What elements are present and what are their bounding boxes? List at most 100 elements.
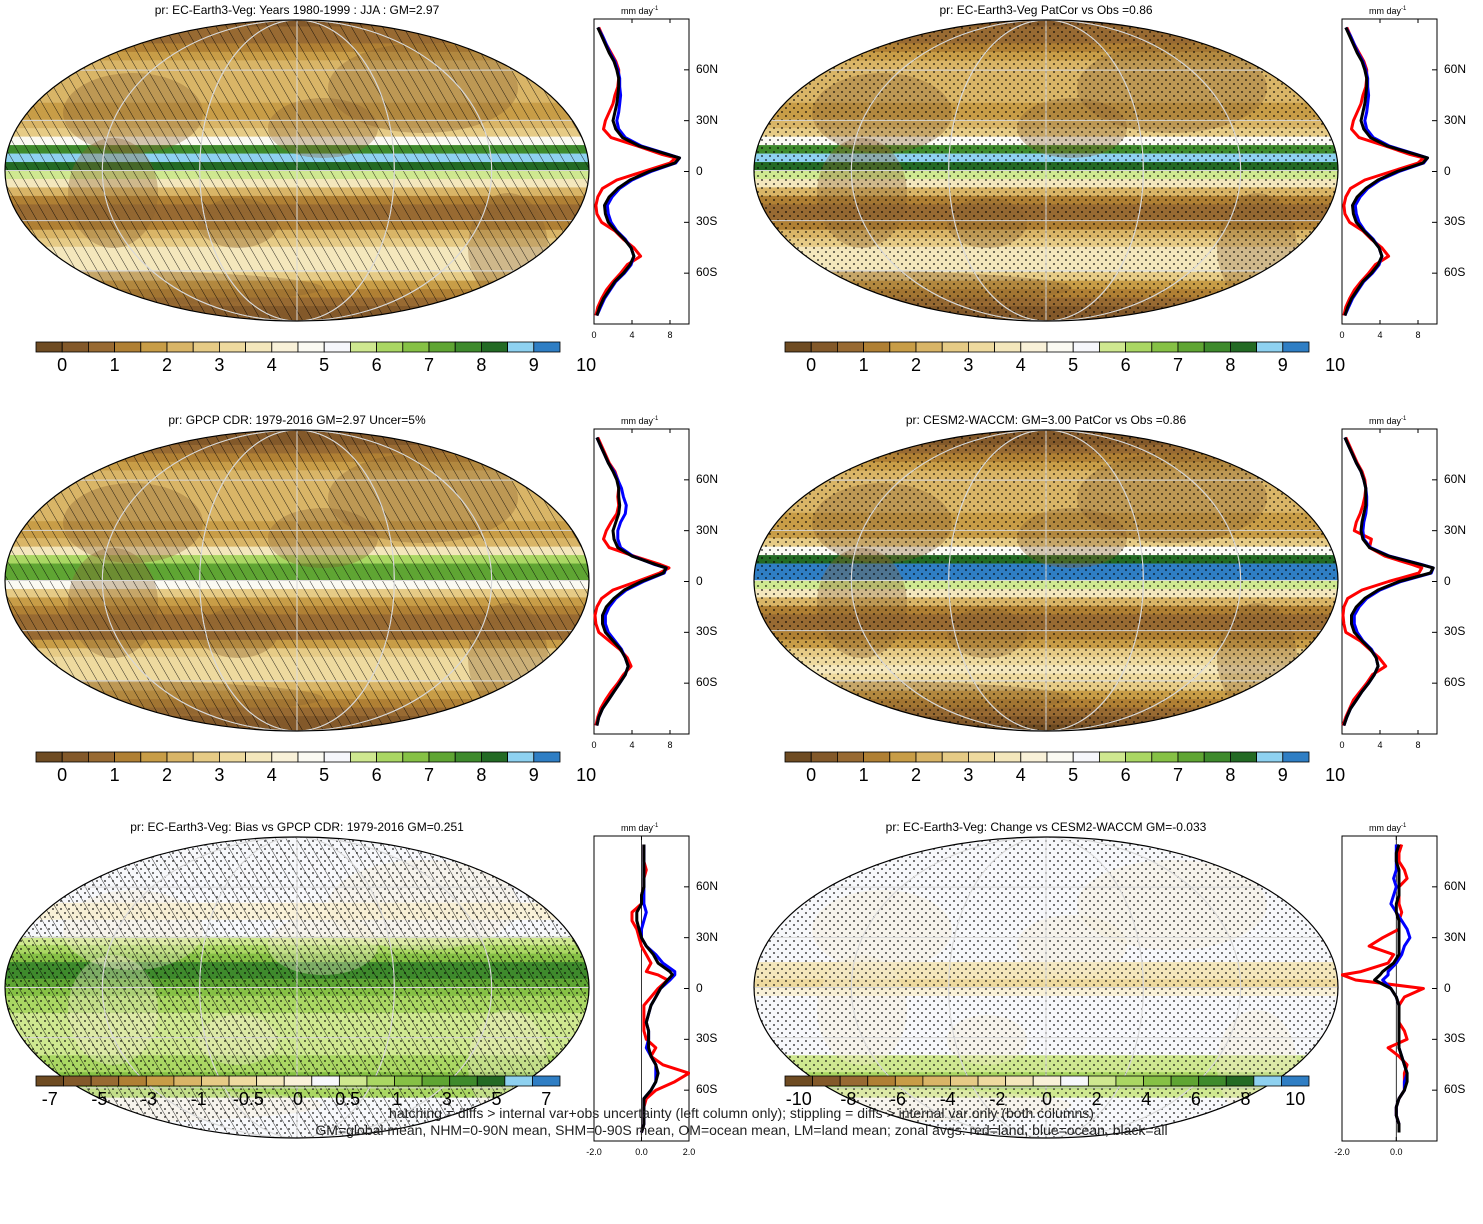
p3-map (4, 429, 590, 732)
p2-colorbar-label: 1 (858, 355, 869, 375)
p3-lat-label: 0 (696, 573, 703, 588)
p3-colorbar-label: 0 (57, 765, 68, 785)
p6-colorbar-label: -6 (890, 1089, 907, 1109)
p6-colorbar-box (922, 1075, 951, 1087)
p6-zonal-unit: mm day-1 (1369, 823, 1407, 833)
p2-map (753, 19, 1339, 322)
p3-colorbar-box (192, 751, 220, 763)
p1-colorbar-label: 5 (319, 355, 330, 375)
p4-colorbar-box (941, 751, 969, 763)
p3-graticule (5, 430, 589, 731)
p2-colorbar-label: 8 (1225, 355, 1236, 375)
p5-x-tick-label: 2.0 (682, 1147, 696, 1157)
p1-colorbar-label: 6 (371, 355, 382, 375)
p6-colorbar-box (812, 1075, 841, 1087)
p5-colorbar-label: 0.5 (335, 1089, 361, 1109)
p1-colorbar-box (218, 341, 246, 353)
p6-map (753, 836, 1339, 1139)
p1-colorbar-box (192, 341, 220, 353)
p5-colorbar-label: -0.5 (232, 1089, 264, 1109)
p6-colorbar-box (1087, 1075, 1117, 1087)
p4-lat-label: 60N (1444, 471, 1467, 486)
p1-colorbar-box (323, 341, 351, 353)
p3-zonal-line-all (595, 436, 668, 726)
p6-zonal-line-ocean (1381, 844, 1412, 1133)
p5-lat-label: 60S (696, 1082, 718, 1097)
p4-colorbar-box (915, 751, 943, 763)
p6-colorbar-box (839, 1075, 869, 1087)
p4-colorbar-box (1125, 751, 1153, 763)
p2-colorbar-box (863, 341, 891, 353)
p6-colorbar-box (1281, 1075, 1310, 1087)
p4-lat-label: 30S (1444, 624, 1466, 639)
p5-colorbar-box (476, 1075, 506, 1087)
p6-colorbar-label: -2 (989, 1089, 1006, 1109)
p3-lat-label: 30N (696, 522, 719, 537)
p5-colorbar-label: 7 (541, 1089, 552, 1109)
p6-colorbar-label: 4 (1141, 1089, 1152, 1109)
p4-graticule (754, 430, 1338, 731)
p5-colorbar-box (145, 1075, 175, 1087)
p4-colorbar-label: 9 (1277, 765, 1288, 785)
p6-colorbar-label: -10 (785, 1089, 812, 1109)
p5-lat-label: 60N (696, 878, 719, 893)
p3-colorbar-label: 3 (214, 765, 225, 785)
p4-colorbar-box (1020, 751, 1048, 763)
p4-colorbar-label: 4 (1015, 765, 1026, 785)
p5-colorbar (35, 1075, 561, 1087)
p4-colorbar-box (1282, 751, 1310, 763)
p3-colorbar (35, 751, 561, 763)
p3-colorbar-box (166, 751, 194, 763)
p5-zonal-unit: mm day-1 (621, 823, 659, 833)
p4-colorbar-label: 3 (963, 765, 974, 785)
p1-lat-label: 30N (696, 112, 719, 127)
p3-colorbar-box (140, 751, 168, 763)
p6-colorbar-label: 2 (1091, 1089, 1102, 1109)
p1-map (4, 19, 590, 322)
p4-colorbar-box (810, 751, 838, 763)
p4-map-border (753, 429, 1339, 732)
p1-colorbar-box (480, 341, 508, 353)
p5-colorbar-box (35, 1075, 64, 1087)
p3-colorbar-box (114, 751, 142, 763)
p3-colorbar-box (297, 751, 325, 763)
p3-lat-label: 30S (696, 624, 718, 639)
p2-colorbar-box (1203, 341, 1231, 353)
p5-colorbar-box (366, 1075, 395, 1087)
p4-colorbar-box (889, 751, 917, 763)
p3-colorbar-box (428, 751, 456, 763)
p4-colorbar-label: 6 (1120, 765, 1131, 785)
p5-colorbar-label: 5 (491, 1089, 502, 1109)
p5-colorbar-label: -1 (190, 1089, 207, 1109)
p2-colorbar-box (941, 341, 969, 353)
p2-colorbar-box (1072, 341, 1100, 353)
p5-lat-label: 30S (696, 1031, 718, 1046)
p2-colorbar-label: 3 (963, 355, 974, 375)
p4-colorbar-box (994, 751, 1022, 763)
p2-colorbar-label: 5 (1068, 355, 1079, 375)
p1-colorbar-box (507, 341, 535, 353)
p6-colorbar-box (1198, 1075, 1227, 1087)
p6-colorbar-box (977, 1075, 1007, 1087)
p4-zonal-unit: mm day-1 (1369, 416, 1407, 426)
p6-colorbar-box (1005, 1075, 1034, 1087)
p3-colorbar-label: 7 (423, 765, 434, 785)
p1-colorbar-box (349, 341, 377, 353)
p1-lat-label: 0 (696, 163, 703, 178)
p4-zonal-plot (1341, 428, 1438, 735)
p2-colorbar-label: 10 (1325, 355, 1346, 375)
p6-colorbar-box (1253, 1075, 1282, 1087)
p6-map-border (753, 836, 1339, 1139)
p4-colorbar-box (967, 751, 995, 763)
p5-colorbar-label: -3 (141, 1089, 158, 1109)
p6-x-tick-label: -2.0 (1334, 1147, 1350, 1157)
p6-colorbar-box (1225, 1075, 1255, 1087)
p3-x-tick-label: 0 (591, 740, 597, 750)
p4-colorbar-box (784, 751, 812, 763)
p5-colorbar-box (118, 1075, 147, 1087)
p2-lat-label: 30S (1444, 214, 1466, 229)
p2-map-border (753, 19, 1339, 322)
p3-colorbar-box (271, 751, 299, 763)
p5-colorbar-box (338, 1075, 368, 1087)
p6-colorbar-label: 6 (1190, 1089, 1201, 1109)
